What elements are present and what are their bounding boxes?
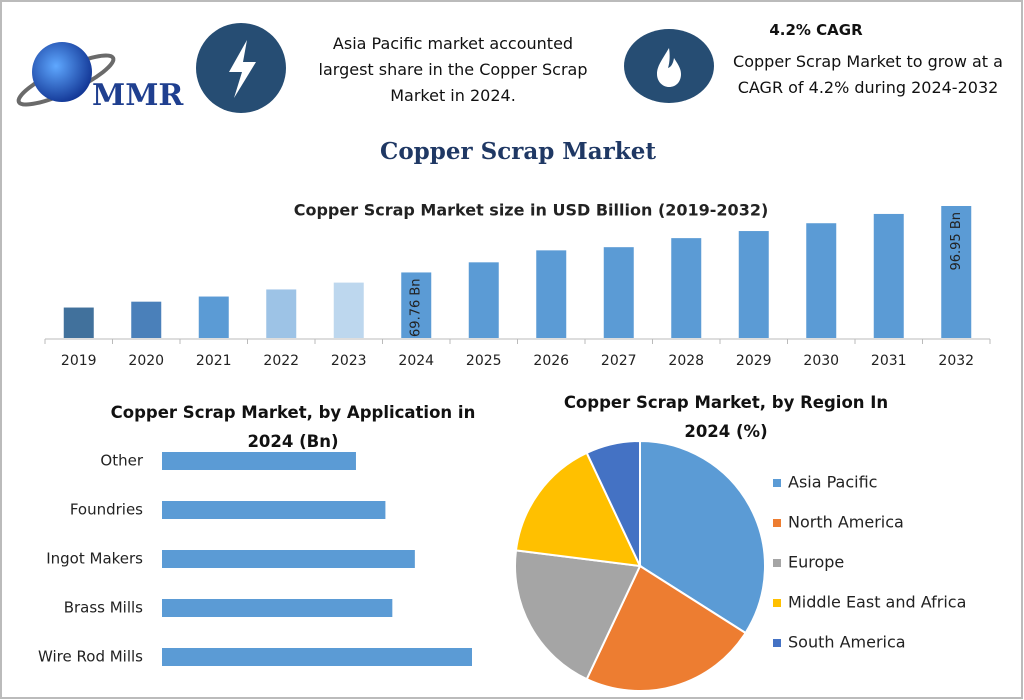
y-tick-label: Ingot Makers <box>46 550 143 568</box>
legend-swatch <box>773 599 781 607</box>
bar <box>671 238 702 338</box>
value-label: 96.95 Bn <box>949 212 964 271</box>
pie-slice <box>514 549 642 681</box>
y-tick-label: Other <box>100 452 143 470</box>
chart-title: Copper Scrap Market size in USD Billion … <box>294 201 769 220</box>
legend-label: North America <box>788 513 904 532</box>
bolt-icon <box>229 40 256 98</box>
legend-label: Asia Pacific <box>788 473 877 492</box>
chart-title: Copper Scrap Market, by Application in 2… <box>110 403 476 451</box>
x-tick-label: 2030 <box>803 353 839 369</box>
x-tick-label: 2022 <box>263 353 299 369</box>
x-tick-label: 2019 <box>61 353 97 369</box>
x-tick-label: 2020 <box>128 353 164 369</box>
pie-slice <box>585 439 641 567</box>
note: Asia Pacific market accounted largest sh… <box>318 34 588 105</box>
chart-title: Copper Scrap Market, by Region In 2024 (… <box>563 393 889 441</box>
legend-label: Europe <box>788 553 844 572</box>
legend-label: South America <box>788 633 906 652</box>
logo-text: MMR <box>92 78 184 113</box>
note-title: 4.2% CAGR <box>769 21 863 39</box>
pie-slice <box>585 564 747 692</box>
x-tick-label: 2023 <box>331 353 367 369</box>
legend-label: Middle East and Africa <box>788 593 966 612</box>
bar <box>162 599 393 617</box>
x-tick-label: 2024 <box>398 353 434 369</box>
pie-slice <box>514 451 642 568</box>
bar <box>536 250 567 338</box>
main-title: Copper Scrap Market <box>380 138 656 165</box>
note: Copper Scrap Market to grow at a CAGR of… <box>733 52 1003 97</box>
bar <box>941 206 972 338</box>
x-tick-label: 2032 <box>938 353 974 369</box>
bar <box>162 452 356 470</box>
bar <box>162 550 415 568</box>
bar <box>63 307 94 338</box>
x-tick-label: 2028 <box>668 353 704 369</box>
x-tick-label: 2026 <box>533 353 569 369</box>
legend-swatch <box>773 559 781 567</box>
bar <box>738 231 769 338</box>
bar <box>198 296 229 338</box>
bar <box>603 247 634 338</box>
bar <box>266 289 297 338</box>
x-tick-label: 2031 <box>871 353 907 369</box>
y-tick-label: Wire Rod Mills <box>38 648 143 666</box>
value-label: 69.76 Bn <box>409 278 424 337</box>
bar <box>333 282 364 338</box>
flame-icon <box>657 48 681 87</box>
y-tick-label: Foundries <box>70 501 143 519</box>
y-tick-label: Brass Mills <box>64 599 143 617</box>
x-tick-label: 2029 <box>736 353 772 369</box>
bar <box>468 262 499 338</box>
bar <box>873 213 904 338</box>
bar <box>401 272 432 338</box>
bar <box>131 301 162 338</box>
x-tick-label: 2027 <box>601 353 637 369</box>
bar <box>162 501 386 519</box>
legend-swatch <box>773 479 781 487</box>
x-tick-label: 2021 <box>196 353 232 369</box>
bar <box>806 223 837 338</box>
bar <box>162 648 472 666</box>
legend-swatch <box>773 519 781 527</box>
legend-swatch <box>773 639 781 647</box>
x-tick-label: 2025 <box>466 353 502 369</box>
icon-circle <box>624 29 714 103</box>
logo-globe <box>32 42 92 102</box>
